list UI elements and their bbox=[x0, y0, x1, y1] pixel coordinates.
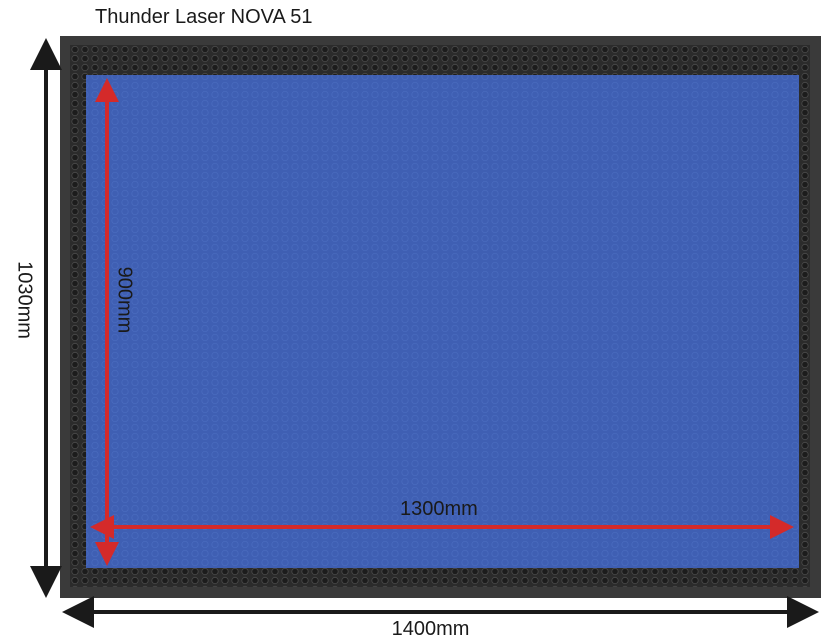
total-width-label: 1400mm bbox=[391, 618, 470, 640]
total-height-label: 1030mm bbox=[13, 261, 36, 339]
diagram-title: Thunder Laser NOVA 51 bbox=[95, 6, 313, 28]
work-height-label: 900mm bbox=[113, 266, 136, 334]
work-width-label: 1300mm bbox=[400, 498, 478, 520]
work-area bbox=[86, 75, 799, 568]
